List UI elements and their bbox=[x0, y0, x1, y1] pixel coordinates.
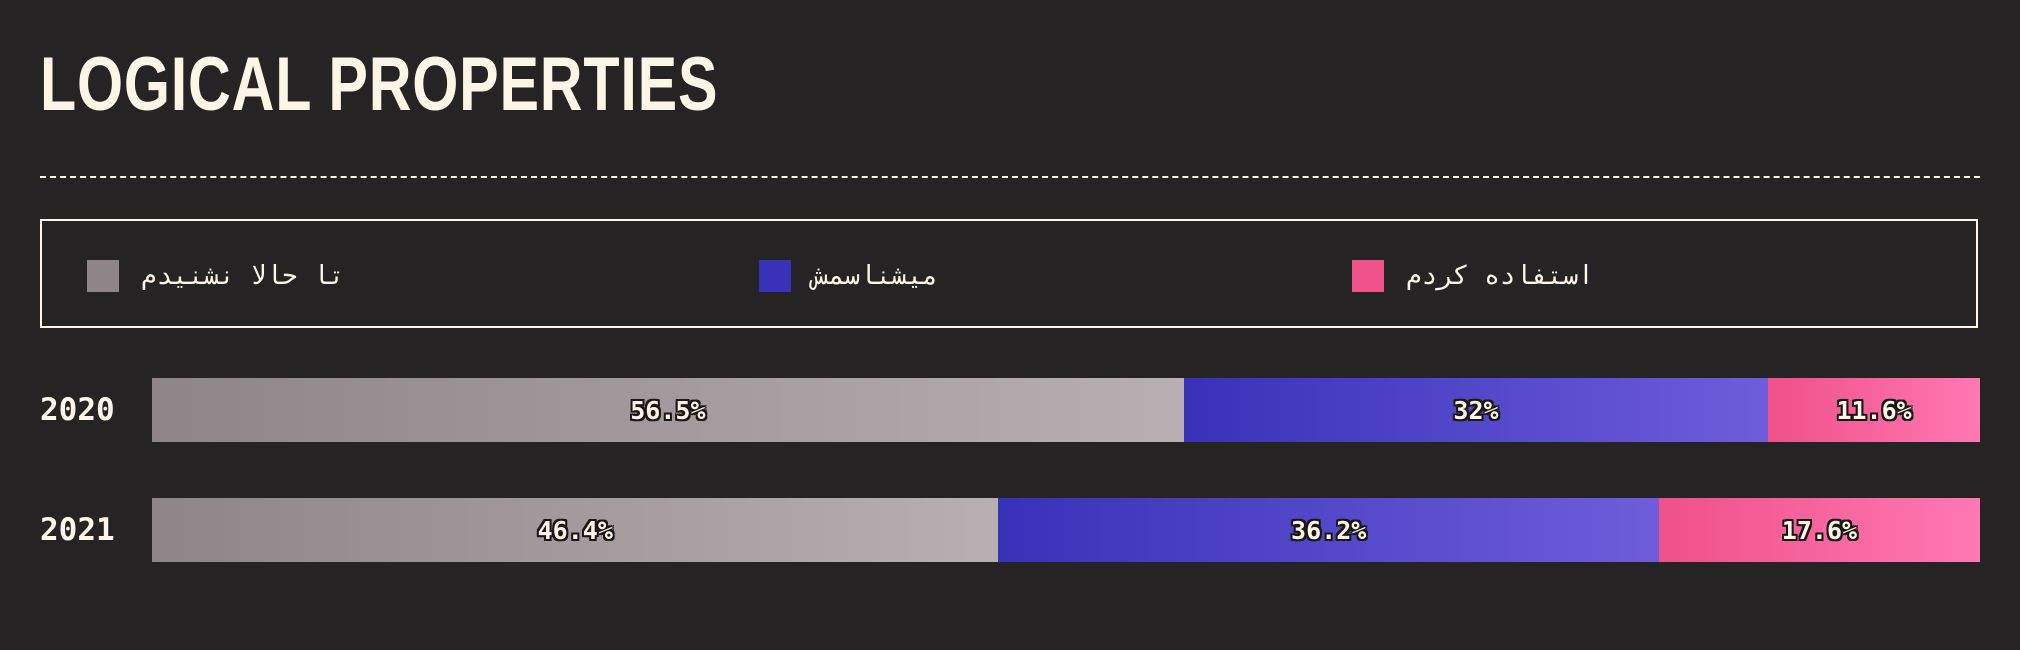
legend-swatch-used-it bbox=[1352, 259, 1384, 292]
bar-row-2021: 46.4% 36.2% 17.6% bbox=[152, 498, 1980, 562]
row-label-2021: 2021 bbox=[40, 512, 115, 548]
legend-label-used-it: استفاده کردم bbox=[1406, 260, 1594, 291]
bar-segment-2020-know-it: 32% bbox=[1183, 378, 1769, 442]
legend-swatch-know-it bbox=[759, 259, 791, 292]
data-label-2020-know-it: 32% bbox=[1453, 395, 1499, 425]
legend-item-know-it: میشناسمش bbox=[759, 259, 938, 292]
row-label-2020: 2020 bbox=[40, 392, 115, 428]
divider bbox=[40, 176, 1980, 178]
data-label-2021-never-heard: 46.4% bbox=[537, 515, 613, 545]
chart-title: LOGICAL PROPERTIES bbox=[40, 42, 719, 127]
bar-segment-2020-used-it: 11.6% bbox=[1768, 378, 1980, 442]
legend-swatch-never-heard bbox=[87, 259, 119, 292]
data-label-2020-never-heard: 56.5% bbox=[630, 395, 706, 425]
bar-row-2020: 56.5% 32% 11.6% bbox=[152, 378, 1980, 442]
legend: تا حالا نشنیدم میشناسمش استفاده کردم bbox=[40, 219, 1978, 328]
bar-segment-2020-never-heard: 56.5% bbox=[152, 378, 1184, 442]
data-label-2020-used-it: 11.6% bbox=[1836, 395, 1912, 425]
bar-segment-2021-know-it: 36.2% bbox=[998, 498, 1659, 562]
legend-label-never-heard: تا حالا نشنیدم bbox=[141, 260, 345, 291]
data-label-2021-know-it: 36.2% bbox=[1291, 515, 1367, 545]
bar-segment-2021-never-heard: 46.4% bbox=[152, 498, 999, 562]
data-label-2021-used-it: 17.6% bbox=[1781, 515, 1858, 545]
legend-label-know-it: میشناسمش bbox=[813, 260, 939, 291]
bar-segment-2021-used-it: 17.6% bbox=[1658, 498, 1980, 562]
legend-item-never-heard: تا حالا نشنیدم bbox=[87, 259, 345, 292]
legend-item-used-it: استفاده کردم bbox=[1352, 259, 1594, 292]
